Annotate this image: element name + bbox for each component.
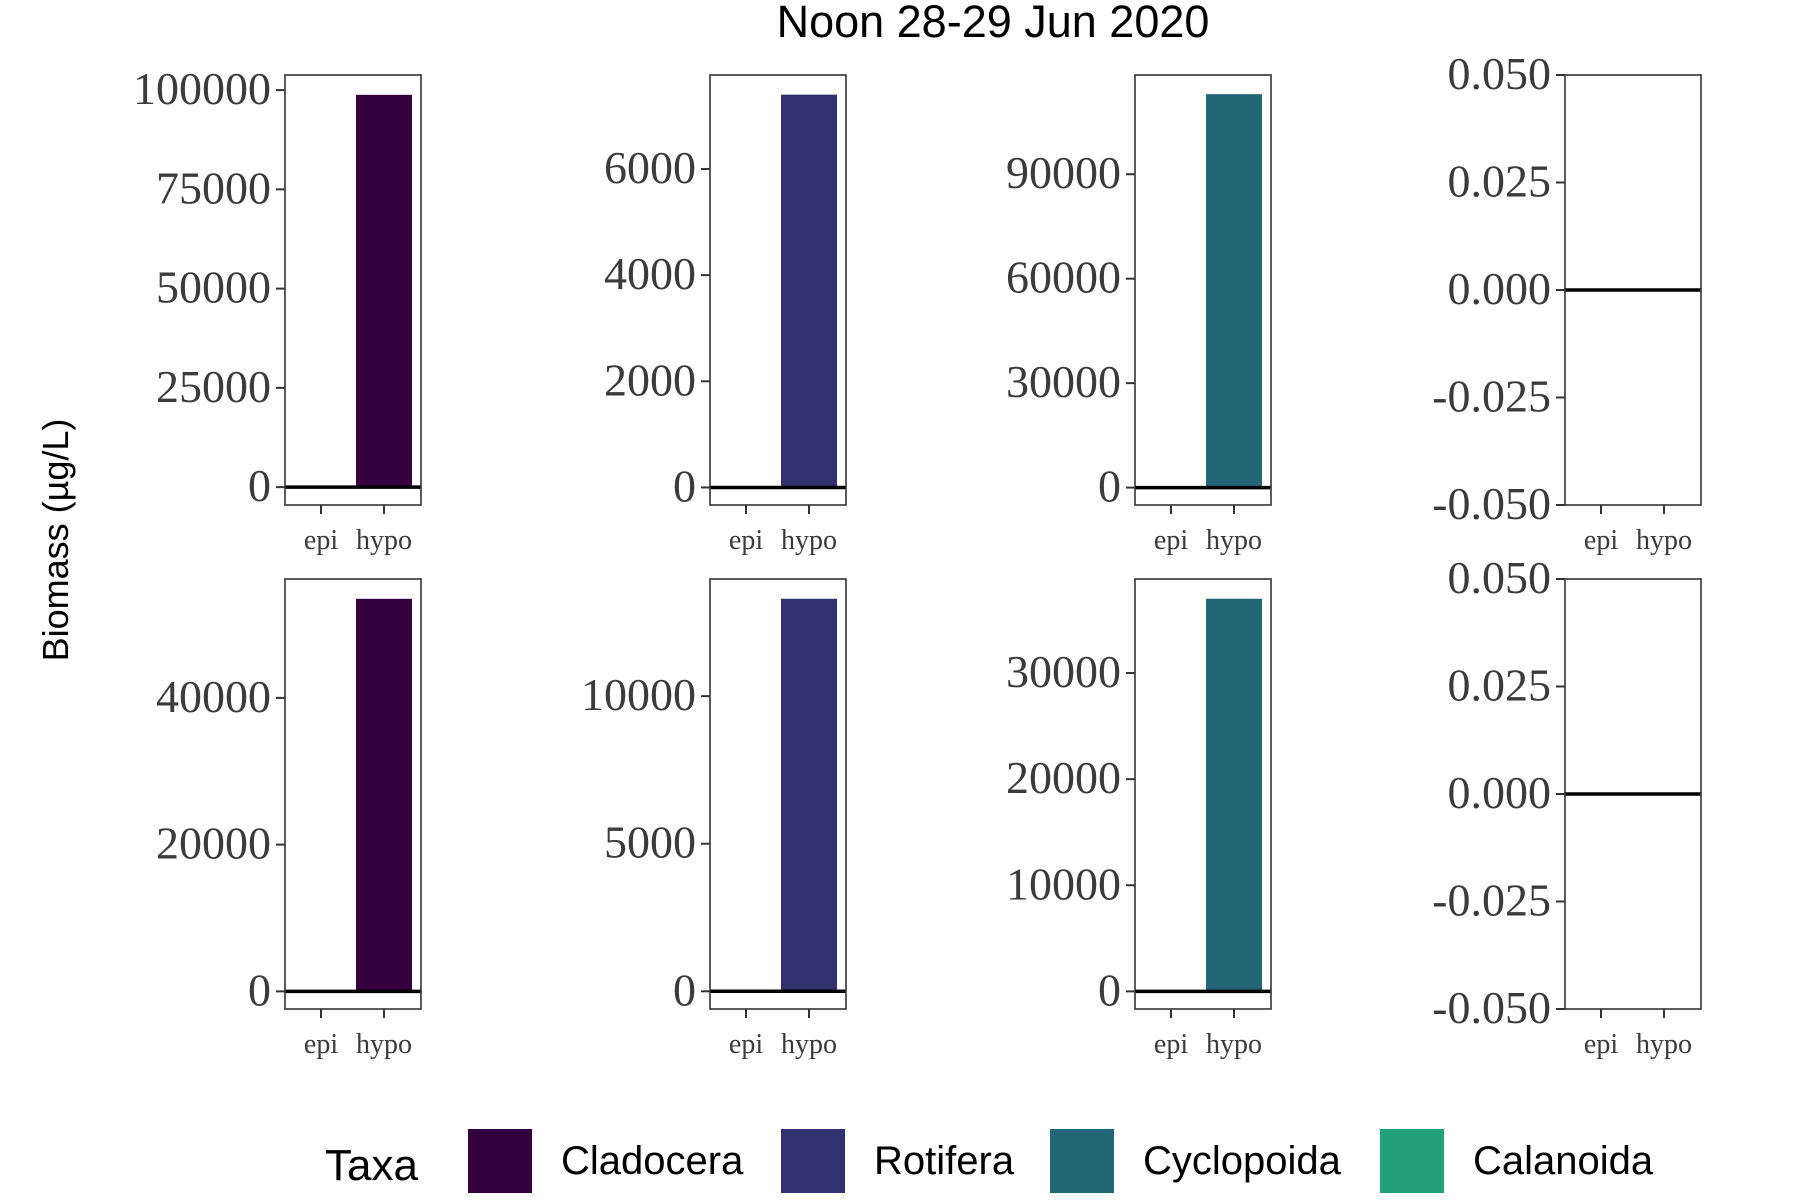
panel-rotifera-row2: 0 5000 10000 epi hypo bbox=[581, 578, 847, 1060]
y-tick-label: -0.025 bbox=[1432, 371, 1551, 422]
chart-title: Noon 28-29 Jun 2020 bbox=[777, 0, 1210, 47]
panel-border bbox=[709, 578, 847, 1010]
x-tick-label-epi: epi bbox=[1584, 525, 1618, 556]
panel-border bbox=[1134, 74, 1272, 506]
x-tick-label-epi: epi bbox=[1154, 525, 1188, 556]
bar-hypo bbox=[356, 94, 412, 488]
legend-label-calanoida: Calanoida bbox=[1473, 1139, 1654, 1183]
legend-label-cyclopoida: Cyclopoida bbox=[1143, 1139, 1342, 1183]
y-tick-label: 0 bbox=[673, 964, 696, 1015]
y-tick-label: 30000 bbox=[1006, 356, 1121, 407]
y-tick-label: -0.050 bbox=[1432, 982, 1551, 1033]
panel-cladocera-row2: 0 20000 40000 epi hypo bbox=[156, 578, 422, 1060]
bar-hypo bbox=[1206, 598, 1262, 992]
y-tick-label: 0 bbox=[248, 460, 271, 511]
x-tick-label-hypo: hypo bbox=[1636, 1029, 1692, 1060]
bar-hypo bbox=[356, 598, 412, 992]
panel-calanoida-row2: -0.050 -0.025 0.000 0.025 0.050 epi hypo bbox=[1432, 552, 1702, 1060]
y-tick-label: 4000 bbox=[604, 248, 696, 299]
bar-hypo bbox=[781, 598, 837, 992]
y-tick-label: 0 bbox=[673, 460, 696, 511]
y-tick-label: 0 bbox=[1098, 964, 1121, 1015]
y-tick-label: 25000 bbox=[156, 361, 271, 412]
y-tick-label: 40000 bbox=[156, 671, 271, 722]
legend-key-calanoida bbox=[1380, 1129, 1444, 1193]
y-tick-label: 0.000 bbox=[1448, 263, 1552, 314]
y-tick-label: 0.025 bbox=[1448, 660, 1552, 711]
bar-hypo bbox=[1206, 94, 1262, 488]
panel-cyclopoida-row2: 0 10000 20000 30000 epi hypo bbox=[1006, 578, 1272, 1060]
y-tick-label: 50000 bbox=[156, 262, 271, 313]
x-tick-label-epi: epi bbox=[1584, 1029, 1618, 1060]
panel-border bbox=[284, 74, 422, 506]
legend-label-rotifera: Rotifera bbox=[874, 1139, 1015, 1183]
legend-label-cladocera: Cladocera bbox=[561, 1139, 744, 1183]
y-tick-label: 30000 bbox=[1006, 646, 1121, 697]
legend: Taxa Cladocera Rotifera Cyclopoida Calanoid… bbox=[325, 1129, 1654, 1193]
panel-cladocera-row1: 0 25000 50000 75000 100000 epi hypo bbox=[133, 63, 422, 556]
y-tick-label: 0.050 bbox=[1448, 552, 1552, 603]
x-tick-label-hypo: hypo bbox=[356, 1029, 412, 1060]
panel-border bbox=[284, 578, 422, 1010]
x-tick-label-epi: epi bbox=[304, 525, 338, 556]
x-tick-label-hypo: hypo bbox=[1206, 525, 1262, 556]
y-tick-label: 0 bbox=[1098, 461, 1121, 512]
y-tick-label: 60000 bbox=[1006, 252, 1121, 303]
y-tick-label: 6000 bbox=[604, 142, 696, 193]
y-axis-title: Biomass (µg/L) bbox=[35, 419, 76, 662]
y-tick-label: 10000 bbox=[581, 669, 696, 720]
y-tick-label: 2000 bbox=[604, 354, 696, 405]
y-tick-label: 5000 bbox=[604, 817, 696, 868]
x-tick-label-epi: epi bbox=[1154, 1029, 1188, 1060]
panel-rotifera-row1: 0 2000 4000 6000 epi hypo bbox=[604, 74, 847, 556]
legend-key-cladocera bbox=[468, 1129, 532, 1193]
panel-calanoida-row1: -0.050 -0.025 0.000 0.025 0.050 epi hypo bbox=[1432, 48, 1702, 556]
legend-items: Cladocera Rotifera Cyclopoida Calanoida bbox=[468, 1129, 1654, 1193]
legend-title: Taxa bbox=[325, 1141, 418, 1190]
legend-key-rotifera bbox=[781, 1129, 845, 1193]
y-tick-label: 0 bbox=[248, 964, 271, 1015]
x-tick-label-epi: epi bbox=[304, 1029, 338, 1060]
y-tick-label: 100000 bbox=[133, 63, 271, 114]
y-tick-label: 0.025 bbox=[1448, 156, 1552, 207]
y-tick-label: 90000 bbox=[1006, 147, 1121, 198]
y-tick-label: 20000 bbox=[1006, 752, 1121, 803]
y-tick-label: 10000 bbox=[1006, 858, 1121, 909]
panel-border bbox=[709, 74, 847, 506]
y-tick-label: 0.000 bbox=[1448, 767, 1552, 818]
y-tick-label: 20000 bbox=[156, 818, 271, 869]
y-tick-label: -0.050 bbox=[1432, 478, 1551, 529]
x-tick-label-hypo: hypo bbox=[781, 525, 837, 556]
x-tick-label-hypo: hypo bbox=[1206, 1029, 1262, 1060]
y-tick-label: 0.050 bbox=[1448, 48, 1552, 99]
bar-hypo bbox=[781, 94, 837, 488]
panel-cyclopoida-row1: 0 30000 60000 90000 epi hypo bbox=[1006, 74, 1272, 556]
y-tick-label: -0.025 bbox=[1432, 875, 1551, 926]
legend-key-cyclopoida bbox=[1050, 1129, 1114, 1193]
y-tick-label: 75000 bbox=[156, 162, 271, 213]
x-tick-label-epi: epi bbox=[729, 525, 763, 556]
panel-border bbox=[1134, 578, 1272, 1010]
x-tick-label-hypo: hypo bbox=[356, 525, 412, 556]
x-tick-label-hypo: hypo bbox=[1636, 525, 1692, 556]
x-tick-label-epi: epi bbox=[729, 1029, 763, 1060]
x-tick-label-hypo: hypo bbox=[781, 1029, 837, 1060]
